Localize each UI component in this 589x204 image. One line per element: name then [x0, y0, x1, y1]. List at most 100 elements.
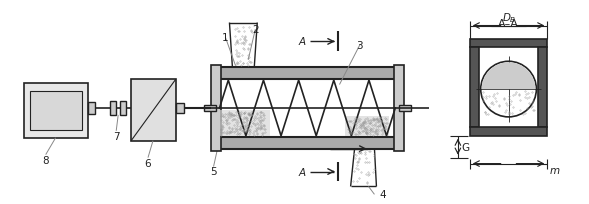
Point [224, 113, 233, 116]
Point [359, 121, 369, 124]
Point [504, 111, 514, 114]
Point [366, 127, 375, 131]
Text: 8: 8 [42, 155, 49, 165]
Point [373, 125, 383, 128]
Text: m: m [550, 165, 560, 175]
Bar [110, 102, 116, 115]
Point [252, 130, 261, 133]
Point [225, 114, 234, 117]
Point [369, 119, 379, 122]
Point [252, 129, 261, 132]
Point [352, 180, 362, 183]
Point [244, 112, 254, 115]
Point [350, 121, 360, 124]
Point [259, 117, 269, 120]
Point [515, 99, 524, 102]
Point [358, 121, 368, 125]
Point [234, 128, 244, 131]
Point [239, 129, 248, 133]
Point [243, 123, 252, 126]
Point [359, 127, 369, 130]
Point [355, 156, 364, 159]
Point [240, 31, 249, 34]
Bar [30, 92, 82, 130]
Point [370, 118, 379, 121]
Point [228, 119, 237, 122]
Point [242, 119, 252, 122]
Point [348, 130, 358, 134]
Point [233, 130, 242, 133]
Point [239, 129, 248, 132]
Point [231, 43, 240, 47]
Point [240, 117, 250, 121]
Point [252, 128, 262, 131]
Point [365, 122, 375, 125]
Point [366, 133, 375, 136]
Point [355, 131, 365, 134]
Bar [470, 127, 547, 136]
Point [257, 133, 266, 137]
Point [256, 111, 265, 114]
Point [258, 112, 267, 115]
Point [217, 113, 227, 116]
Point [365, 150, 375, 153]
Point [380, 124, 390, 128]
Point [363, 131, 372, 134]
Point [234, 42, 243, 46]
Point [223, 123, 232, 126]
Point [216, 129, 226, 132]
Point [481, 113, 490, 116]
Point [232, 41, 241, 44]
Point [508, 112, 517, 115]
Point [236, 42, 246, 45]
Point [506, 100, 515, 103]
Point [223, 117, 233, 120]
Point [244, 44, 254, 47]
Point [255, 121, 264, 124]
Point [375, 120, 384, 123]
Point [234, 121, 243, 124]
Point [350, 156, 360, 160]
Point [229, 123, 239, 127]
Point [378, 127, 388, 131]
Point [243, 48, 253, 51]
Point [529, 109, 538, 112]
Point [239, 41, 248, 44]
Point [232, 40, 241, 43]
Point [240, 36, 250, 39]
Point [240, 111, 250, 114]
Point [244, 128, 254, 131]
Point [504, 113, 514, 116]
Point [245, 43, 254, 46]
Point [222, 129, 231, 133]
Point [371, 129, 380, 132]
Text: A–A: A–A [498, 19, 519, 28]
Point [250, 115, 259, 118]
Point [235, 132, 244, 135]
Point [216, 130, 226, 134]
Point [365, 150, 374, 153]
Text: 1: 1 [222, 33, 229, 43]
Point [233, 128, 242, 131]
Point [233, 55, 243, 58]
Point [231, 111, 241, 114]
Point [380, 128, 389, 131]
Point [494, 104, 504, 108]
Point [355, 126, 364, 129]
Point [354, 152, 363, 155]
Point [358, 122, 367, 125]
Point [360, 161, 370, 164]
Point [375, 124, 385, 127]
Point [223, 121, 232, 124]
Point [369, 126, 378, 130]
Point [220, 116, 230, 119]
Point [244, 113, 253, 116]
Point [236, 64, 246, 68]
Point [481, 111, 490, 114]
Point [362, 132, 371, 135]
Point [521, 93, 531, 96]
Point [524, 96, 534, 99]
Bar [216, 68, 399, 80]
Point [505, 103, 514, 106]
Point [371, 128, 380, 131]
